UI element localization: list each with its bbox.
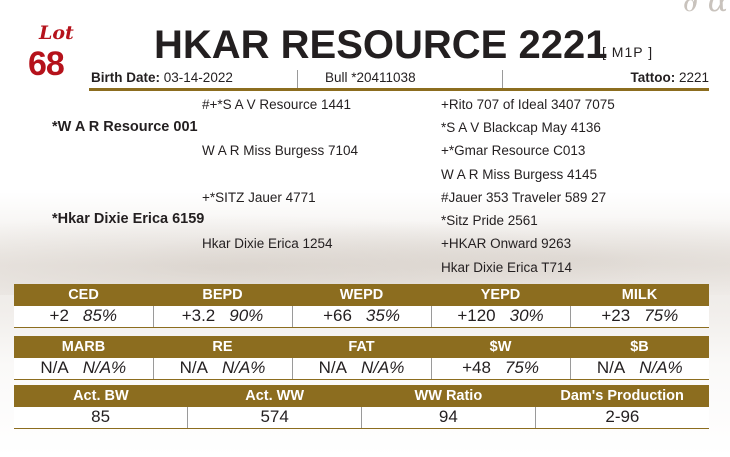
birth-date-label: Birth Date: — [91, 70, 161, 85]
epd-percent: N/A% — [82, 358, 127, 378]
table-header: Act. BW — [14, 385, 188, 407]
epd-value: N/A — [40, 358, 69, 378]
table-cell: N/A N/A% — [152, 358, 292, 380]
epd-table-2: MARB RE FAT $W $B N/A N/A% N/A N/A% N/A N/A… — [14, 336, 709, 380]
epd-value: N/A — [179, 358, 208, 378]
pedigree-dam-sire: +*SITZ Jauer 4771 — [202, 190, 316, 205]
epd-percent: N/A% — [360, 358, 405, 378]
table-cell: 2-96 — [534, 407, 709, 429]
table-row: 85 574 94 2-96 — [14, 407, 709, 429]
pedigree-g5: #Jauer 353 Traveler 589 27 — [441, 190, 607, 205]
epd-percent: 75% — [644, 306, 679, 326]
registration-tag: [ M1P ] — [602, 44, 654, 60]
pedigree-dam: *Hkar Dixie Erica 6159 — [52, 211, 205, 227]
table-cell: +120 30% — [430, 306, 570, 328]
tattoo-value: 2221 — [678, 70, 709, 85]
table-row: N/A N/A% N/A N/A% N/A N/A% +48 75% N/A N/A% — [14, 358, 709, 380]
table-header: Act. WW — [187, 385, 362, 407]
epd-value: +120 — [457, 306, 496, 326]
pedigree-g7: +HKAR Onward 9263 — [441, 236, 572, 251]
birth-date: Birth Date: 03-14-2022 — [91, 70, 233, 85]
pedigree-g8: Hkar Dixie Erica T714 — [441, 260, 573, 275]
epd-value: N/A — [596, 358, 626, 378]
table-cell: +2 85% — [14, 306, 153, 328]
animal-name-title: HKAR RESOURCE 2221 — [154, 23, 608, 67]
epd-percent: 75% — [504, 358, 539, 378]
epd-percent: N/A% — [221, 358, 266, 378]
table-cell: +3.2 90% — [152, 306, 292, 328]
table-header: MARB — [14, 336, 153, 358]
epd-percent: 90% — [229, 306, 264, 326]
table-header: $B — [570, 336, 709, 358]
decorative-script-logo: ∂ ɑ — [682, 0, 728, 19]
epd-value: N/A — [318, 358, 347, 378]
epd-value: +66 — [323, 306, 352, 326]
lot-number: 68 — [28, 45, 65, 83]
pedigree-sire-sire: #+*S A V Resource 1441 — [202, 97, 351, 112]
table-header: WW Ratio — [361, 385, 536, 407]
tattoo-label: Tattoo: — [630, 70, 676, 85]
table-cell: +66 35% — [291, 306, 431, 328]
table-cell: 574 — [187, 407, 362, 429]
epd-table-1: CED BEPD WEPD YEPD MILK +2 85% +3.2 90% +6… — [14, 284, 709, 328]
pedigree-sire: *W A R Resource 001 — [52, 119, 198, 135]
pedigree-g1: +Rito 707 of Ideal 3407 7075 — [441, 97, 615, 112]
pedigree-g3: +*Gmar Resource C013 — [441, 143, 586, 158]
divider — [297, 70, 298, 88]
tattoo: Tattoo: 2221 — [630, 70, 709, 85]
table-cell: +23 75% — [569, 306, 709, 328]
table-header-row: Act. BW Act. WW WW Ratio Dam's Productio… — [14, 385, 709, 407]
table-header: $W — [431, 336, 570, 358]
lot-label: Lot — [39, 22, 74, 44]
table-cell: N/A N/A% — [291, 358, 431, 380]
epd-value: +23 — [601, 306, 631, 326]
epd-percent: N/A% — [639, 358, 683, 378]
background-landscape — [0, 205, 730, 295]
pedigree-g4: W A R Miss Burgess 4145 — [441, 167, 598, 182]
bull-id: Bull *20411038 — [325, 70, 416, 85]
table-cell: 94 — [361, 407, 536, 429]
table-cell: N/A N/A% — [569, 358, 709, 380]
table-header: BEPD — [153, 284, 292, 306]
pedigree-g6: *Sitz Pride 2561 — [441, 213, 538, 228]
epd-value: +2 — [49, 306, 69, 326]
table-row: +2 85% +3.2 90% +66 35% +120 30% +23 75% — [14, 306, 709, 328]
epd-value: +3.2 — [181, 306, 216, 326]
epd-percent: 35% — [365, 306, 400, 326]
table-header: CED — [14, 284, 153, 306]
table-cell: 85 — [14, 407, 188, 429]
actuals-table: Act. BW Act. WW WW Ratio Dam's Productio… — [14, 385, 709, 429]
table-header: MILK — [570, 284, 709, 306]
epd-percent: 85% — [82, 306, 117, 326]
divider — [502, 70, 503, 88]
table-header: WEPD — [292, 284, 431, 306]
table-header-row: CED BEPD WEPD YEPD MILK — [14, 284, 709, 306]
epd-value: +48 — [462, 358, 491, 378]
info-row: Birth Date: 03-14-2022 Bull *20411038 Ta… — [89, 70, 709, 88]
table-header: RE — [153, 336, 292, 358]
table-header-row: MARB RE FAT $W $B — [14, 336, 709, 358]
epd-percent: 30% — [509, 306, 544, 326]
table-cell: N/A N/A% — [14, 358, 153, 380]
pedigree-g2: *S A V Blackcap May 4136 — [441, 120, 601, 135]
table-header: FAT — [292, 336, 431, 358]
header-rule — [89, 88, 709, 91]
table-header: YEPD — [431, 284, 570, 306]
table-cell: +48 75% — [430, 358, 570, 380]
table-header: Dam's Production — [535, 385, 709, 407]
pedigree-dam-dam: Hkar Dixie Erica 1254 — [202, 236, 333, 251]
pedigree-sire-dam: W A R Miss Burgess 7104 — [202, 143, 359, 158]
birth-date-value: 03-14-2022 — [163, 70, 233, 85]
